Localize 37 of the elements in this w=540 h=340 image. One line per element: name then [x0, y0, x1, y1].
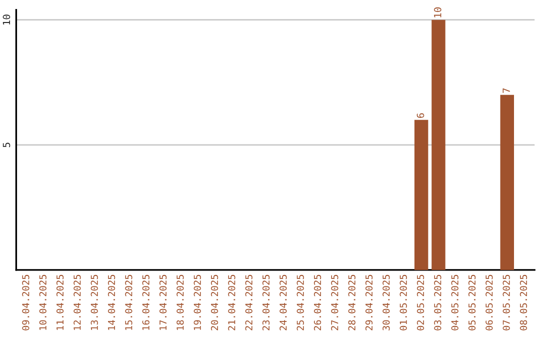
data-label: 7 — [502, 88, 510, 93]
x-tick-label: 08.05.2025 — [520, 274, 528, 330]
x-tick-label: 21.04.2025 — [228, 274, 236, 330]
x-tick-label: 30.04.2025 — [382, 274, 390, 330]
x-tick-label: 20.04.2025 — [210, 274, 218, 330]
x-tick-label: 07.05.2025 — [502, 274, 510, 330]
data-label: 6 — [416, 113, 424, 118]
x-tick-label: 25.04.2025 — [296, 274, 304, 330]
x-tick-label: 14.04.2025 — [108, 274, 116, 330]
x-tick-label: 05.05.2025 — [468, 274, 476, 330]
x-tick-label: 03.05.2025 — [434, 274, 442, 330]
x-tick-label: 23.04.2025 — [262, 274, 270, 330]
x-tick-label: 04.05.2025 — [451, 274, 458, 330]
bar — [500, 94, 514, 270]
x-tick-label: 11.04.2025 — [56, 274, 64, 330]
x-tick-label: 26.04.2025 — [314, 274, 322, 330]
x-tick-label: 22.04.2025 — [245, 274, 252, 330]
x-tick-label: 10.04.2025 — [39, 274, 46, 330]
x-tick-label: 12.04.2025 — [74, 274, 81, 330]
data-label: 10 — [434, 7, 442, 18]
x-tick-label: 18.04.2025 — [176, 274, 184, 330]
x-tick-label: 15.04.2025 — [125, 274, 132, 330]
x-tick-label: 28.04.2025 — [348, 274, 356, 330]
x-tick-label: 19.04.2025 — [194, 274, 201, 330]
x-tick-label: 17.04.2025 — [159, 274, 167, 330]
x-tick-label: 06.05.2025 — [486, 274, 493, 330]
x-tick-label: 16.04.2025 — [142, 274, 150, 330]
x-tick-label: 13.04.2025 — [90, 274, 98, 330]
x-tick-label: 29.04.2025 — [365, 274, 373, 330]
bar — [414, 120, 428, 270]
x-tick-label: 09.04.2025 — [22, 274, 30, 330]
y-tick-label: 5 — [2, 142, 10, 148]
x-tick-label: 02.05.2025 — [416, 274, 424, 330]
x-tick-label: 24.04.2025 — [280, 274, 287, 330]
x-tick-label: 01.05.2025 — [400, 274, 407, 330]
x-tick-label: 27.04.2025 — [331, 274, 338, 330]
bar — [432, 20, 446, 270]
